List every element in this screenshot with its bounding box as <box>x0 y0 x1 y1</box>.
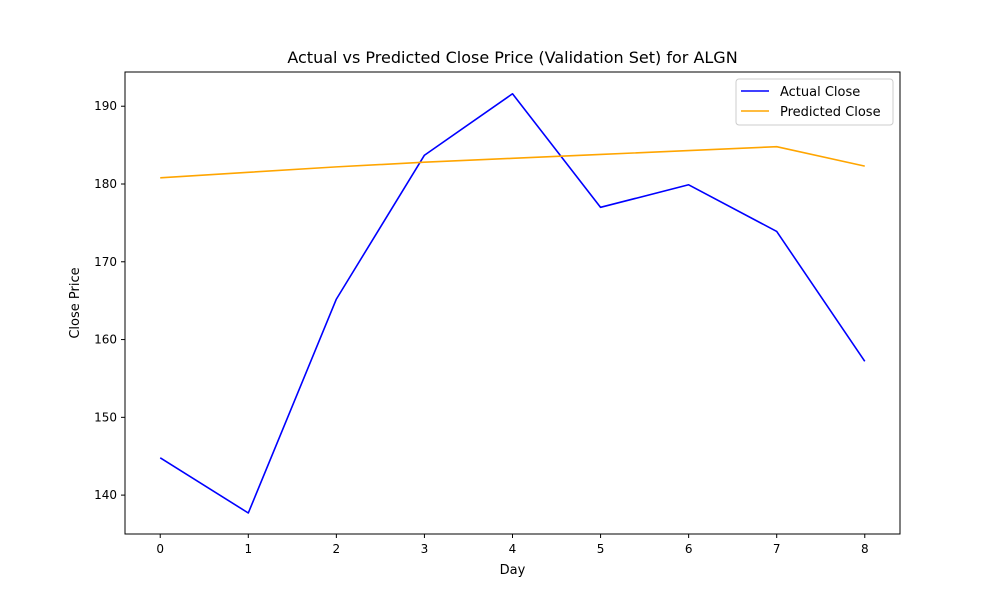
y-tick-label: 180 <box>94 177 117 191</box>
plot-frame <box>124 71 901 535</box>
legend-label: Predicted Close <box>780 105 881 120</box>
x-tick-label: 2 <box>333 542 341 556</box>
x-tick-label: 6 <box>685 542 693 556</box>
x-axis-label: Day <box>500 563 526 578</box>
y-axis-label: Close Price <box>68 267 83 338</box>
legend-box <box>735 78 894 126</box>
x-tick-label: 0 <box>156 542 164 556</box>
y-tick-label: 160 <box>94 333 117 347</box>
x-tick-label: 1 <box>244 542 252 556</box>
y-tick-label: 170 <box>94 255 117 269</box>
y-axis-ticks: 140 150 160 170 180 190 <box>94 99 125 502</box>
x-axis-ticks: 0 1 2 3 4 5 6 7 8 <box>156 534 869 556</box>
y-tick-label: 190 <box>94 99 117 113</box>
legend-label: Actual Close <box>780 85 860 100</box>
y-tick-label: 140 <box>94 488 117 502</box>
x-tick-label: 7 <box>773 542 781 556</box>
series-lines <box>159 92 866 514</box>
x-tick-label: 4 <box>509 542 517 556</box>
legend: Actual Close Predicted Close <box>735 78 894 126</box>
x-tick-label: 8 <box>861 542 869 556</box>
x-tick-label: 5 <box>597 542 605 556</box>
y-tick-label: 150 <box>94 410 117 424</box>
series-line-predicted-close <box>160 145 865 179</box>
chart-title: Actual vs Predicted Close Price (Validat… <box>287 48 737 67</box>
series-line-actual-close <box>159 92 866 514</box>
x-tick-label: 3 <box>421 542 429 556</box>
